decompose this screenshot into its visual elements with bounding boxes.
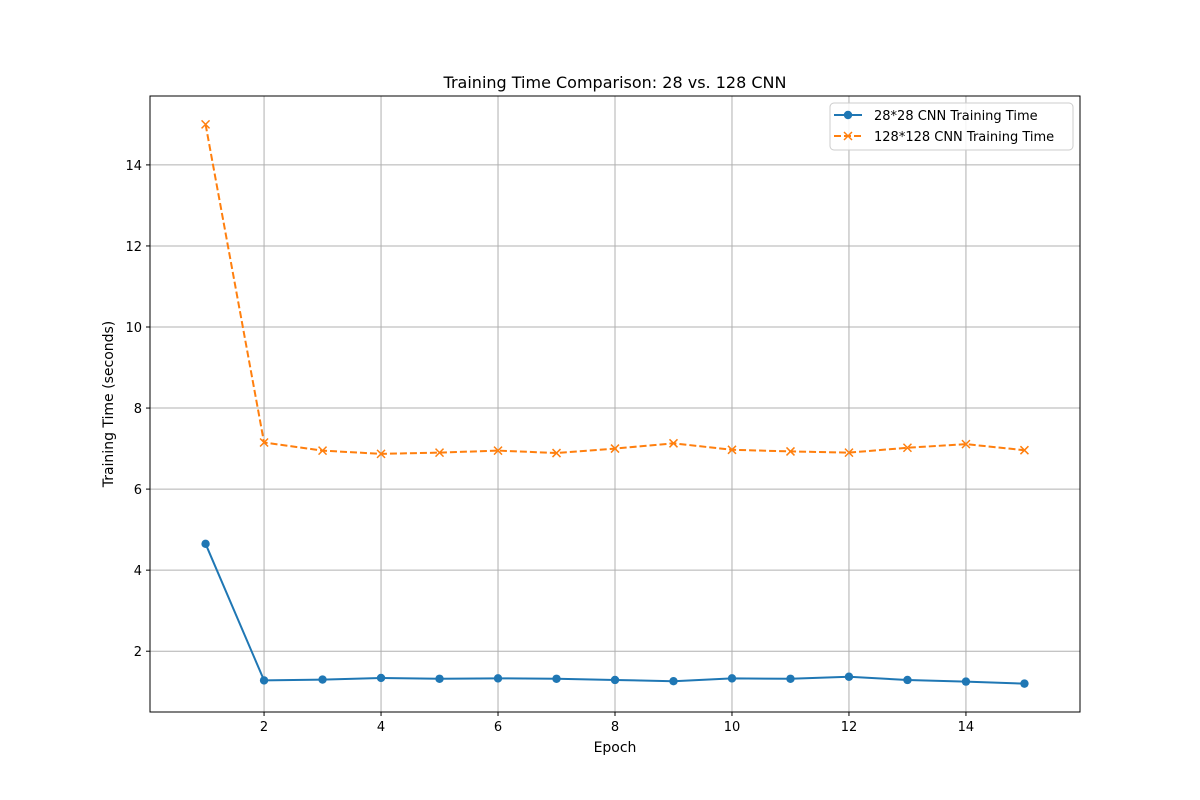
data-point-0-1 xyxy=(201,539,210,549)
series-0 xyxy=(201,539,1029,688)
data-point-0-2 xyxy=(259,676,269,685)
data-point-0-3 xyxy=(318,675,327,684)
data-point-1-11 xyxy=(785,446,796,456)
data-point-1-10 xyxy=(727,445,737,455)
data-point-1-7 xyxy=(551,448,562,458)
x-tick-label-6: 6 xyxy=(494,720,502,735)
data-point-1-4 xyxy=(376,449,386,459)
data-point-0-12 xyxy=(844,672,854,681)
series-layer xyxy=(201,119,1029,688)
legend-marker-128 xyxy=(843,131,853,141)
data-point-1-14 xyxy=(961,439,971,449)
legend: 28*28 CNN Training Time 128*128 CNN Trai… xyxy=(829,102,1074,151)
y-tick-label-2: 2 xyxy=(134,645,142,660)
y-tick-label-8: 8 xyxy=(134,402,142,417)
data-point-0-5 xyxy=(435,674,444,683)
x-tick-label-2: 2 xyxy=(260,720,268,735)
legend-box xyxy=(829,102,1074,151)
y-tick-label-12: 12 xyxy=(125,240,142,255)
data-point-1-8 xyxy=(610,444,620,454)
y-axis-label: Training Time (seconds) xyxy=(101,321,117,489)
chart-title: Training Time Comparison: 28 vs. 128 CNN xyxy=(443,73,787,92)
y-tick-label-10: 10 xyxy=(125,321,142,336)
data-point-0-10 xyxy=(727,674,737,683)
x-tick-label-14: 14 xyxy=(958,720,975,735)
x-tick-label-4: 4 xyxy=(377,720,385,735)
data-point-1-1 xyxy=(201,119,211,129)
legend-marker-28 xyxy=(843,110,853,120)
y-axis: 2 4 6 8 10 12 14 xyxy=(125,159,150,660)
data-point-0-14 xyxy=(961,677,971,686)
x-tick-label-8: 8 xyxy=(611,720,619,735)
data-point-0-13 xyxy=(903,675,912,685)
x-axis: 2 4 6 8 10 12 14 xyxy=(260,712,974,735)
data-point-0-7 xyxy=(552,674,561,683)
legend-label-28: 28*28 CNN Training Time xyxy=(874,109,1038,124)
x-axis-label: Epoch xyxy=(594,740,637,756)
data-point-0-8 xyxy=(610,675,620,685)
data-point-0-6 xyxy=(493,674,503,683)
data-point-0-15 xyxy=(1020,679,1029,688)
series-1 xyxy=(201,119,1029,459)
x-tick-label-12: 12 xyxy=(841,720,858,735)
data-point-1-3 xyxy=(318,446,328,456)
x-tick-label-10: 10 xyxy=(724,720,741,735)
data-point-1-6 xyxy=(493,446,503,456)
grid xyxy=(150,96,1080,712)
y-tick-label-6: 6 xyxy=(134,483,142,498)
data-point-0-11 xyxy=(786,674,795,683)
data-point-1-15 xyxy=(1019,445,1029,455)
data-point-1-5 xyxy=(434,448,445,458)
data-point-1-2 xyxy=(259,437,269,448)
data-point-0-9 xyxy=(669,677,678,686)
data-point-1-13 xyxy=(902,443,912,453)
y-tick-label-4: 4 xyxy=(134,564,142,579)
legend-label-128: 128*128 CNN Training Time xyxy=(874,130,1054,145)
y-tick-label-14: 14 xyxy=(125,159,142,174)
data-point-1-12 xyxy=(844,448,854,458)
data-point-0-4 xyxy=(376,673,386,683)
data-point-1-9 xyxy=(668,438,679,448)
